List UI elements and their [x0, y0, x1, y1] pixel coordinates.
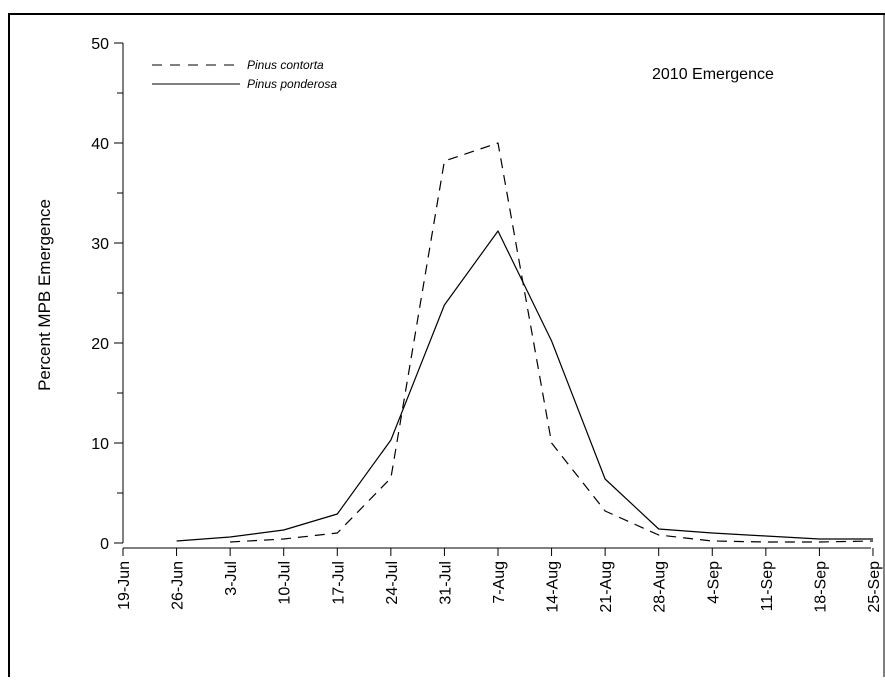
legend-label-contorta: Pinus contorta [247, 58, 324, 72]
y-tick-label: 10 [91, 436, 109, 453]
x-tick-label: 7-Aug [491, 561, 508, 604]
x-tick-label: 31-Jul [437, 561, 454, 605]
x-tick-label: 21-Aug [598, 561, 615, 613]
legend-label-ponderosa: Pinus ponderosa [247, 77, 337, 91]
y-tick-label: 20 [91, 336, 109, 353]
x-tick-label: 17-Jul [330, 561, 347, 605]
x-tick-label: 25-Sep [866, 561, 883, 613]
chart-title: 2010 Emergence [652, 66, 774, 83]
series-line-ponderosa [176, 230, 873, 542]
y-tick-label: 50 [91, 36, 109, 53]
x-tick-label: 24-Jul [384, 561, 401, 605]
x-tick-label: 10-Jul [277, 561, 294, 605]
series-layer [176, 142, 874, 543]
x-tick-label: 11-Sep [759, 561, 776, 612]
legend: Pinus contorta Pinus ponderosa [152, 58, 337, 91]
x-tick-label: 28-Aug [652, 561, 669, 613]
y-ticks: 0 10 20 30 40 50 [91, 36, 123, 553]
x-tick-label: 19-Jun [116, 561, 133, 610]
x-tick-label: 14-Aug [545, 561, 562, 613]
x-tick-label: 18-Sep [812, 561, 829, 613]
y-axis-label: Percent MPB Emergence [35, 199, 54, 391]
y-tick-label: 40 [91, 136, 109, 153]
x-tick-label: 26-Jun [170, 561, 187, 610]
y-tick-label: 0 [100, 536, 109, 553]
x-tick-label: 3-Jul [223, 561, 240, 596]
y-tick-label: 30 [91, 236, 109, 253]
x-tick-label: 4-Sep [705, 561, 722, 604]
series-line-contorta [230, 142, 874, 543]
x-ticks: 19-Jun 26-Jun 3-Jul 10-Jul 17-Jul 24-Jul 31-Ju… [116, 548, 883, 613]
